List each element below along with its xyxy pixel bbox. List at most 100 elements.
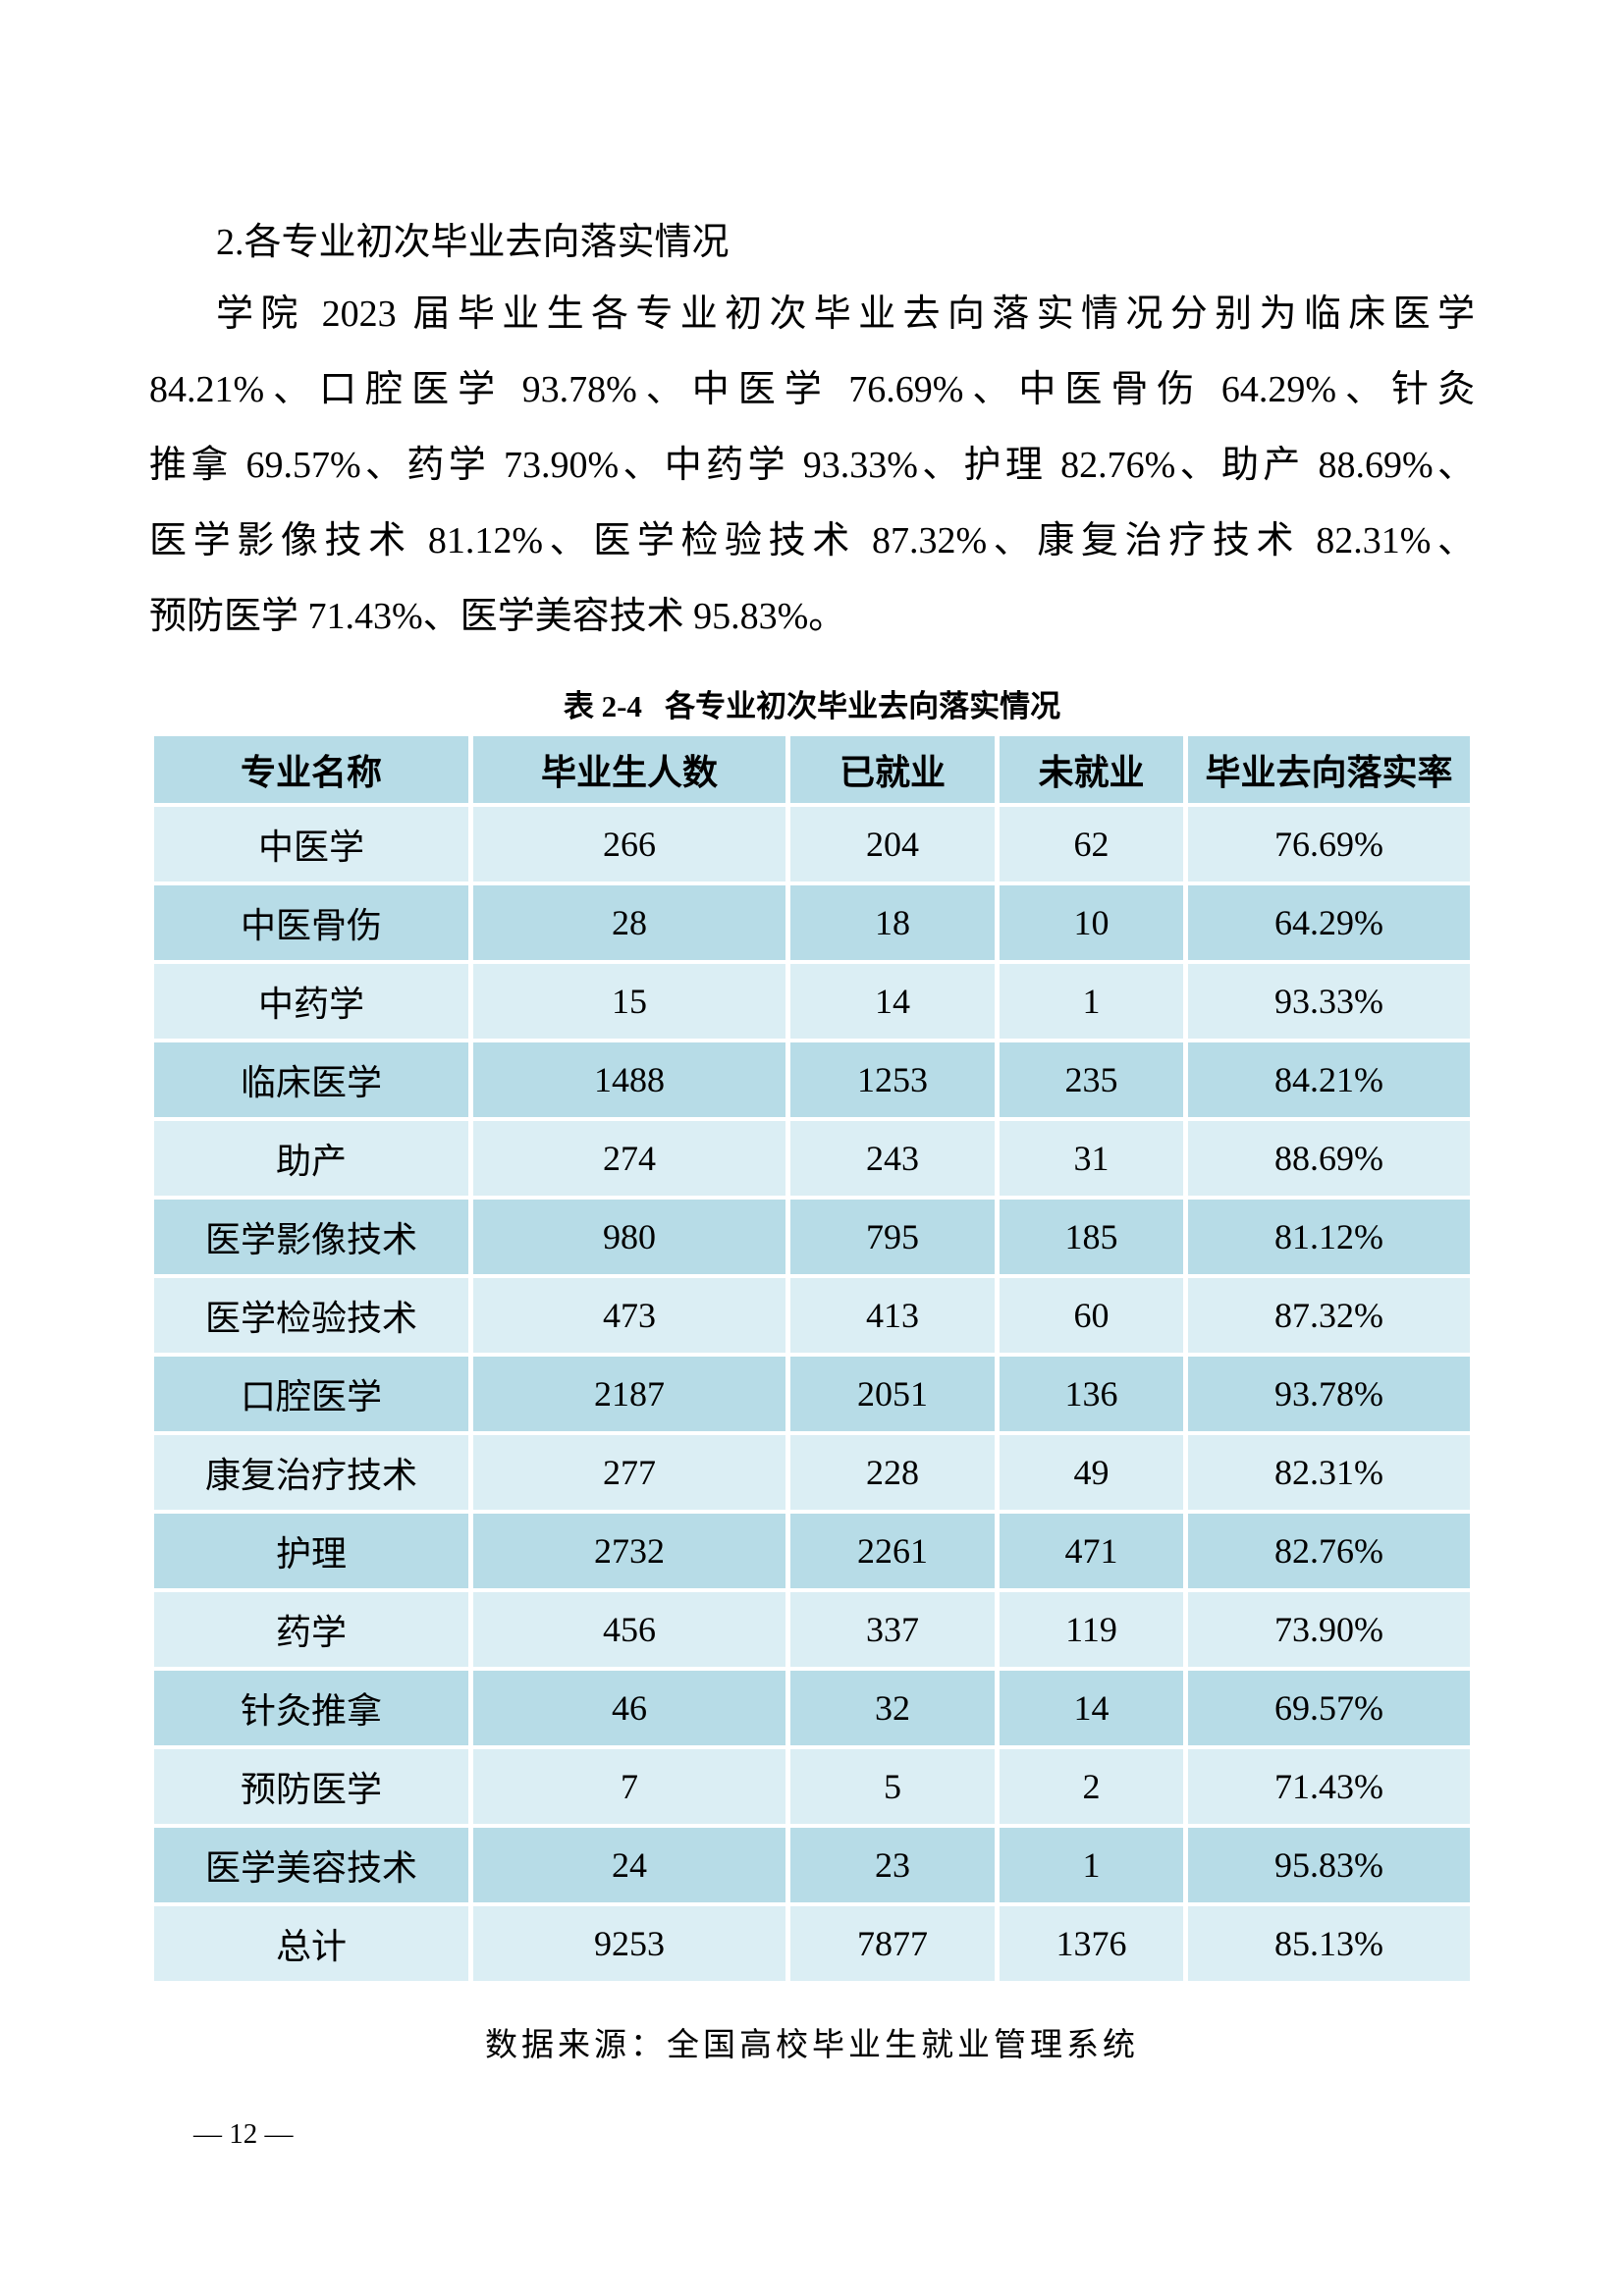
table-cell: 980 [473,1200,785,1274]
table-cell: 31 [1000,1121,1183,1196]
table-cell: 64.29% [1188,885,1470,960]
table-cell: 18 [790,885,995,960]
table-header-cell: 未就业 [1000,736,1183,803]
table-row: 口腔医学 2187 2051 136 93.78% [154,1357,1470,1431]
table-cell: 93.33% [1188,964,1470,1039]
table-cell: 456 [473,1592,785,1667]
employment-table: 专业名称 毕业生人数 已就业 未就业 毕业去向落实率 中医学 266 204 62 76… [149,732,1475,1985]
paragraph-line: 84.21%、口腔医学 93.78%、中医学 76.69%、中医骨伤 64.29… [149,369,1475,410]
table-cell: 1488 [473,1042,785,1117]
table-caption: 表 2-4 各专业初次毕业去向落实情况 [563,689,1061,723]
table-cell: 85.13% [1188,1906,1470,1981]
table-cell: 82.31% [1188,1435,1470,1510]
table-cell: 119 [1000,1592,1183,1667]
table-header-cell: 已就业 [790,736,995,803]
table-cell: 医学影像技术 [154,1200,468,1274]
table-cell: 185 [1000,1200,1183,1274]
table-row: 康复治疗技术 277 228 49 82.31% [154,1435,1470,1510]
table-cell: 71.43% [1188,1749,1470,1824]
table-cell: 795 [790,1200,995,1274]
table-row: 医学美容技术 24 23 1 95.83% [154,1828,1470,1902]
table-cell: 药学 [154,1592,468,1667]
table-cell: 93.78% [1188,1357,1470,1431]
table-cell: 口腔医学 [154,1357,468,1431]
table-row: 预防医学 7 5 2 71.43% [154,1749,1470,1824]
table-cell: 82.76% [1188,1514,1470,1588]
table-cell: 2 [1000,1749,1183,1824]
table-cell: 228 [790,1435,995,1510]
table-row: 护理 2732 2261 471 82.76% [154,1514,1470,1588]
table-row: 临床医学 1488 1253 235 84.21% [154,1042,1470,1117]
table-cell: 136 [1000,1357,1183,1431]
table-header-cell: 专业名称 [154,736,468,803]
table-cell: 5 [790,1749,995,1824]
table-header-row: 专业名称 毕业生人数 已就业 未就业 毕业去向落实率 [154,736,1470,803]
data-source-note: 数据来源：全国高校毕业生就业管理系统 [485,2028,1139,2063]
table-row: 医学检验技术 473 413 60 87.32% [154,1278,1470,1353]
table-header-cell: 毕业去向落实率 [1188,736,1470,803]
table-row: 药学 456 337 119 73.90% [154,1592,1470,1667]
paragraph-line: 推拿 69.57%、药学 73.90%、中药学 93.33%、护理 82.76%… [149,445,1475,486]
table-header-cell: 毕业生人数 [473,736,785,803]
table-cell: 14 [790,964,995,1039]
table-cell: 243 [790,1121,995,1196]
table-row: 针灸推拿 46 32 14 69.57% [154,1671,1470,1745]
table-cell: 总计 [154,1906,468,1981]
table-cell: 24 [473,1828,785,1902]
table-cell: 中药学 [154,964,468,1039]
table-cell: 235 [1000,1042,1183,1117]
table-cell: 471 [1000,1514,1183,1588]
table-cell: 95.83% [1188,1828,1470,1902]
paragraph-line: 学院 2023 届毕业生各专业初次毕业去向落实情况分别为临床医学 [216,294,1475,335]
table-cell: 62 [1000,807,1183,881]
table-cell: 2187 [473,1357,785,1431]
table-cell: 预防医学 [154,1749,468,1824]
table-cell: 10 [1000,885,1183,960]
body-paragraph: 学院 2023 届毕业生各专业初次毕业去向落实情况分别为临床医学 84.21%、… [149,277,1475,655]
table-cell: 69.57% [1188,1671,1470,1745]
table-cell: 15 [473,964,785,1039]
table-cell: 88.69% [1188,1121,1470,1196]
table-cell: 46 [473,1671,785,1745]
table-cell: 临床医学 [154,1042,468,1117]
table-cell: 护理 [154,1514,468,1588]
table-cell: 60 [1000,1278,1183,1353]
table-cell: 医学美容技术 [154,1828,468,1902]
table-cell: 中医学 [154,807,468,881]
table-cell: 助产 [154,1121,468,1196]
table-row: 中药学 15 14 1 93.33% [154,964,1470,1039]
table-cell: 1253 [790,1042,995,1117]
paragraph-line: 预防医学 71.43%、医学美容技术 95.83%。 [149,596,846,637]
table-cell: 32 [790,1671,995,1745]
table-cell: 28 [473,885,785,960]
table-cell: 7 [473,1749,785,1824]
table-row: 助产 274 243 31 88.69% [154,1121,1470,1196]
table-cell: 2732 [473,1514,785,1588]
table-cell: 康复治疗技术 [154,1435,468,1510]
table-cell: 277 [473,1435,785,1510]
table-cell: 1 [1000,1828,1183,1902]
paragraph-line: 医学影像技术 81.12%、医学检验技术 87.32%、康复治疗技术 82.31… [149,520,1475,561]
table-cell: 73.90% [1188,1592,1470,1667]
table-cell: 204 [790,807,995,881]
table-cell: 1376 [1000,1906,1183,1981]
table-cell: 84.21% [1188,1042,1470,1117]
section-heading: 2.各专业初次毕业去向落实情况 [216,222,730,263]
table-row: 医学影像技术 980 795 185 81.12% [154,1200,1470,1274]
table-cell: 49 [1000,1435,1183,1510]
table-cell: 473 [473,1278,785,1353]
table-row: 中医骨伤 28 18 10 64.29% [154,885,1470,960]
table-cell: 337 [790,1592,995,1667]
table-cell: 2261 [790,1514,995,1588]
table-cell: 14 [1000,1671,1183,1745]
table-cell: 9253 [473,1906,785,1981]
table-cell: 23 [790,1828,995,1902]
table-cell: 医学检验技术 [154,1278,468,1353]
table-row: 总计 9253 7877 1376 85.13% [154,1906,1470,1981]
table-cell: 413 [790,1278,995,1353]
table-cell: 76.69% [1188,807,1470,881]
table-cell: 中医骨伤 [154,885,468,960]
table-cell: 274 [473,1121,785,1196]
table-cell: 81.12% [1188,1200,1470,1274]
